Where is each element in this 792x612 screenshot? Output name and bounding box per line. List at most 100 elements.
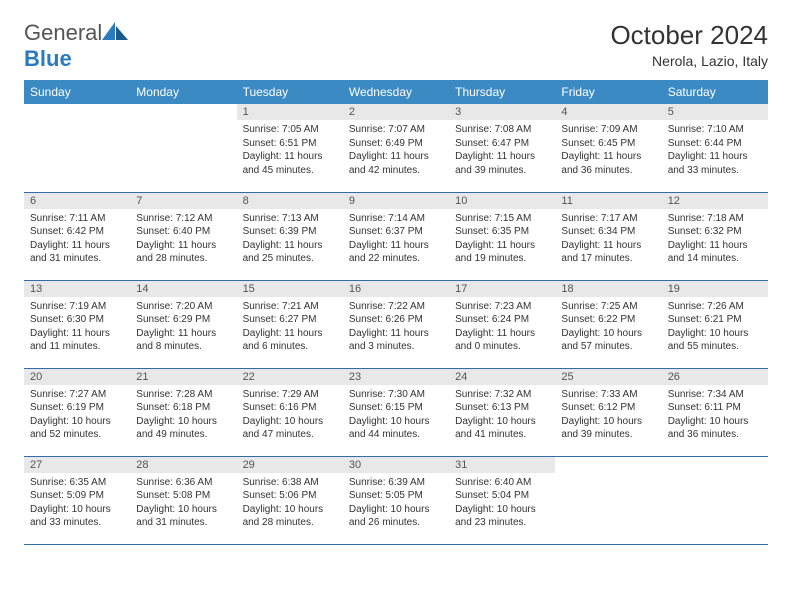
sunset-line: Sunset: 6:39 PM: [243, 225, 337, 239]
sunset-line: Sunset: 6:18 PM: [136, 401, 230, 415]
sunset-line: Sunset: 6:29 PM: [136, 313, 230, 327]
sunrise-line: Sunrise: 7:33 AM: [561, 388, 655, 402]
daylight-line: Daylight: 11 hours and 42 minutes.: [349, 150, 443, 177]
day-cell-12: 12Sunrise: 7:18 AMSunset: 6:32 PMDayligh…: [662, 192, 768, 280]
day-number: 18: [555, 281, 661, 297]
daylight-line: Daylight: 11 hours and 0 minutes.: [455, 327, 549, 354]
day-details: Sunrise: 7:27 AMSunset: 6:19 PMDaylight:…: [24, 385, 130, 446]
header: GeneralBlue October 2024 Nerola, Lazio, …: [24, 20, 768, 72]
daylight-line: Daylight: 11 hours and 8 minutes.: [136, 327, 230, 354]
sunset-line: Sunset: 5:06 PM: [243, 489, 337, 503]
day-details: Sunrise: 6:36 AMSunset: 5:08 PMDaylight:…: [130, 473, 236, 534]
week-row: 27Sunrise: 6:35 AMSunset: 5:09 PMDayligh…: [24, 456, 768, 544]
day-details: Sunrise: 7:18 AMSunset: 6:32 PMDaylight:…: [662, 209, 768, 270]
day-cell-5: 5Sunrise: 7:10 AMSunset: 6:44 PMDaylight…: [662, 104, 768, 192]
day-number: 31: [449, 457, 555, 473]
sunrise-line: Sunrise: 7:13 AM: [243, 212, 337, 226]
brand-sail-icon: [102, 22, 128, 40]
day-details: Sunrise: 7:34 AMSunset: 6:11 PMDaylight:…: [662, 385, 768, 446]
sunset-line: Sunset: 6:37 PM: [349, 225, 443, 239]
sunset-line: Sunset: 6:16 PM: [243, 401, 337, 415]
day-details: Sunrise: 7:21 AMSunset: 6:27 PMDaylight:…: [237, 297, 343, 358]
day-cell-11: 11Sunrise: 7:17 AMSunset: 6:34 PMDayligh…: [555, 192, 661, 280]
day-details: Sunrise: 7:26 AMSunset: 6:21 PMDaylight:…: [662, 297, 768, 358]
day-cell-3: 3Sunrise: 7:08 AMSunset: 6:47 PMDaylight…: [449, 104, 555, 192]
sunset-line: Sunset: 6:27 PM: [243, 313, 337, 327]
sunrise-line: Sunrise: 7:19 AM: [30, 300, 124, 314]
day-number: 3: [449, 104, 555, 120]
daylight-line: Daylight: 10 hours and 26 minutes.: [349, 503, 443, 530]
daylight-line: Daylight: 11 hours and 14 minutes.: [668, 239, 762, 266]
sunset-line: Sunset: 6:45 PM: [561, 137, 655, 151]
day-number: 2: [343, 104, 449, 120]
daylight-line: Daylight: 10 hours and 57 minutes.: [561, 327, 655, 354]
sunrise-line: Sunrise: 7:34 AM: [668, 388, 762, 402]
day-details: Sunrise: 7:14 AMSunset: 6:37 PMDaylight:…: [343, 209, 449, 270]
calendar-body: 1Sunrise: 7:05 AMSunset: 6:51 PMDaylight…: [24, 104, 768, 544]
day-cell-27: 27Sunrise: 6:35 AMSunset: 5:09 PMDayligh…: [24, 456, 130, 544]
daylight-line: Daylight: 10 hours and 28 minutes.: [243, 503, 337, 530]
brand-part2: Blue: [24, 46, 72, 71]
daylight-line: Daylight: 11 hours and 25 minutes.: [243, 239, 337, 266]
day-details: Sunrise: 7:25 AMSunset: 6:22 PMDaylight:…: [555, 297, 661, 358]
daylight-line: Daylight: 11 hours and 19 minutes.: [455, 239, 549, 266]
day-cell-16: 16Sunrise: 7:22 AMSunset: 6:26 PMDayligh…: [343, 280, 449, 368]
sunset-line: Sunset: 6:30 PM: [30, 313, 124, 327]
sunrise-line: Sunrise: 6:40 AM: [455, 476, 549, 490]
sunrise-line: Sunrise: 7:32 AM: [455, 388, 549, 402]
brand-name: GeneralBlue: [24, 20, 128, 72]
day-number: 16: [343, 281, 449, 297]
empty-cell: [662, 456, 768, 544]
day-number: 26: [662, 369, 768, 385]
sunrise-line: Sunrise: 7:14 AM: [349, 212, 443, 226]
day-number: 27: [24, 457, 130, 473]
sunset-line: Sunset: 6:11 PM: [668, 401, 762, 415]
day-cell-26: 26Sunrise: 7:34 AMSunset: 6:11 PMDayligh…: [662, 368, 768, 456]
day-cell-13: 13Sunrise: 7:19 AMSunset: 6:30 PMDayligh…: [24, 280, 130, 368]
sunset-line: Sunset: 6:26 PM: [349, 313, 443, 327]
sunset-line: Sunset: 6:21 PM: [668, 313, 762, 327]
daylight-line: Daylight: 10 hours and 41 minutes.: [455, 415, 549, 442]
sunrise-line: Sunrise: 6:38 AM: [243, 476, 337, 490]
empty-cell: [130, 104, 236, 192]
day-details: Sunrise: 7:32 AMSunset: 6:13 PMDaylight:…: [449, 385, 555, 446]
day-cell-15: 15Sunrise: 7:21 AMSunset: 6:27 PMDayligh…: [237, 280, 343, 368]
day-details: Sunrise: 7:17 AMSunset: 6:34 PMDaylight:…: [555, 209, 661, 270]
day-details: Sunrise: 7:23 AMSunset: 6:24 PMDaylight:…: [449, 297, 555, 358]
day-details: Sunrise: 7:08 AMSunset: 6:47 PMDaylight:…: [449, 120, 555, 181]
empty-cell: [555, 456, 661, 544]
day-cell-24: 24Sunrise: 7:32 AMSunset: 6:13 PMDayligh…: [449, 368, 555, 456]
sunrise-line: Sunrise: 7:25 AM: [561, 300, 655, 314]
sunrise-line: Sunrise: 7:17 AM: [561, 212, 655, 226]
day-number: 15: [237, 281, 343, 297]
day-details: Sunrise: 7:07 AMSunset: 6:49 PMDaylight:…: [343, 120, 449, 181]
sunrise-line: Sunrise: 7:05 AM: [243, 123, 337, 137]
sunset-line: Sunset: 5:09 PM: [30, 489, 124, 503]
sunrise-line: Sunrise: 7:27 AM: [30, 388, 124, 402]
day-details: Sunrise: 6:35 AMSunset: 5:09 PMDaylight:…: [24, 473, 130, 534]
calendar-table: SundayMondayTuesdayWednesdayThursdayFrid…: [24, 80, 768, 545]
weekday-thursday: Thursday: [449, 80, 555, 104]
sunset-line: Sunset: 6:40 PM: [136, 225, 230, 239]
sunset-line: Sunset: 5:05 PM: [349, 489, 443, 503]
weekday-saturday: Saturday: [662, 80, 768, 104]
sunset-line: Sunset: 6:12 PM: [561, 401, 655, 415]
day-details: Sunrise: 7:09 AMSunset: 6:45 PMDaylight:…: [555, 120, 661, 181]
daylight-line: Daylight: 10 hours and 36 minutes.: [668, 415, 762, 442]
calendar-head: SundayMondayTuesdayWednesdayThursdayFrid…: [24, 80, 768, 104]
day-number: 20: [24, 369, 130, 385]
daylight-line: Daylight: 11 hours and 33 minutes.: [668, 150, 762, 177]
daylight-line: Daylight: 11 hours and 39 minutes.: [455, 150, 549, 177]
sunset-line: Sunset: 5:08 PM: [136, 489, 230, 503]
day-cell-31: 31Sunrise: 6:40 AMSunset: 5:04 PMDayligh…: [449, 456, 555, 544]
day-details: Sunrise: 7:13 AMSunset: 6:39 PMDaylight:…: [237, 209, 343, 270]
sunrise-line: Sunrise: 7:18 AM: [668, 212, 762, 226]
sunset-line: Sunset: 6:13 PM: [455, 401, 549, 415]
day-cell-23: 23Sunrise: 7:30 AMSunset: 6:15 PMDayligh…: [343, 368, 449, 456]
week-row: 1Sunrise: 7:05 AMSunset: 6:51 PMDaylight…: [24, 104, 768, 192]
sunrise-line: Sunrise: 7:08 AM: [455, 123, 549, 137]
day-number: 5: [662, 104, 768, 120]
day-details: Sunrise: 7:22 AMSunset: 6:26 PMDaylight:…: [343, 297, 449, 358]
daylight-line: Daylight: 11 hours and 6 minutes.: [243, 327, 337, 354]
day-number: 10: [449, 193, 555, 209]
